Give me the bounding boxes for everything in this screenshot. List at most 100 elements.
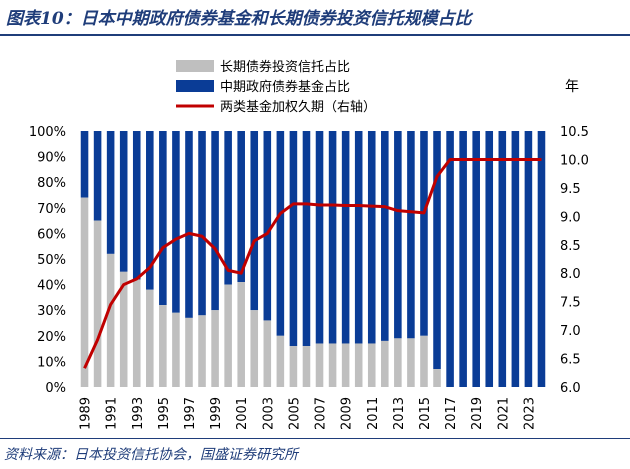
bar-mid-term-2013 xyxy=(394,131,402,339)
bar-mid-term-1989 xyxy=(80,131,89,198)
bar-mid-term-1996 xyxy=(172,131,180,313)
bar-mid-term-2018 xyxy=(459,131,467,387)
bar-long-term-1999 xyxy=(211,310,219,387)
source-divider xyxy=(0,438,630,439)
left-tick-label: 30% xyxy=(37,304,66,319)
x-tick-label: 2009 xyxy=(340,397,355,430)
bar-mid-term-2011 xyxy=(367,131,376,344)
x-axis: 1989 1991 1993 1995 1997 1999 2001 2003 2005 2007… xyxy=(79,397,538,430)
right-axis-unit: 年 xyxy=(565,79,579,95)
bar-long-term-2010 xyxy=(354,343,363,387)
chart-area: 长期债券投资信托占比 中期政府债券基金占比 两类基金加权久期（右轴） 年 0% 1… xyxy=(29,59,589,430)
right-tick-label: 7.0 xyxy=(560,324,581,339)
x-tick-label: 2007 xyxy=(314,397,329,430)
bar-mid-term-1993 xyxy=(132,131,141,280)
bar-mid-term-2005 xyxy=(289,131,298,347)
bar-long-term-1991 xyxy=(106,253,115,387)
bar-mid-term-2000 xyxy=(224,131,232,285)
right-tick-label: 10.0 xyxy=(560,153,589,168)
bar-long-term-2005 xyxy=(289,346,298,387)
x-tick-label: 1991 xyxy=(105,397,120,430)
bar-long-term-2002 xyxy=(250,310,259,387)
bar-long-term-2004 xyxy=(276,335,285,387)
source-note: 资料来源：日本投资信托协会，国盛证券研究所 xyxy=(4,447,298,463)
x-tick-label: 2017 xyxy=(444,397,459,430)
bar-long-term-1994 xyxy=(146,289,154,387)
bar-long-term-1993 xyxy=(132,279,141,387)
bar-long-term-2016 xyxy=(433,369,441,387)
bar-long-term-2006 xyxy=(302,346,311,387)
bar-mid-term-1992 xyxy=(119,131,128,272)
bar-long-term-2012 xyxy=(381,340,389,387)
bar-mid-term-2015 xyxy=(420,131,428,336)
left-tick-label: 20% xyxy=(37,330,66,345)
right-tick-label: 6.0 xyxy=(560,381,581,396)
bar-mid-term-1997 xyxy=(185,131,193,318)
bar-mid-term-2024 xyxy=(537,131,546,387)
bar-long-term-1997 xyxy=(185,317,193,387)
right-axis: 6.0 6.5 7.0 7.5 8.0 8.5 9.0 9.5 10.0 10.5 xyxy=(560,125,589,396)
bar-mid-term-2020 xyxy=(485,131,494,387)
bar-mid-term-1995 xyxy=(159,131,167,306)
x-tick-label: 2011 xyxy=(366,397,381,430)
bar-long-term-2009 xyxy=(341,343,350,387)
duration-line xyxy=(83,157,542,369)
legend-label-mid-term: 中期政府债券基金占比 xyxy=(220,79,350,95)
bar-mid-term-1999 xyxy=(211,131,219,311)
left-tick-label: 90% xyxy=(37,151,66,166)
bar-long-term-2014 xyxy=(407,338,415,387)
left-tick-label: 60% xyxy=(37,227,66,242)
bar-mid-term-2012 xyxy=(381,131,389,341)
bar-mid-term-1990 xyxy=(93,131,102,221)
x-tick-label: 2019 xyxy=(470,397,485,430)
bar-mid-term-1991 xyxy=(106,131,115,254)
bar-mid-term-2004 xyxy=(276,131,285,336)
bar-mid-term-2008 xyxy=(328,131,337,344)
left-tick-label: 80% xyxy=(37,176,66,191)
bar-long-term-2003 xyxy=(263,320,272,387)
bar-long-term-2008 xyxy=(328,343,337,387)
left-tick-label: 10% xyxy=(37,355,66,370)
bar-mid-term-2023 xyxy=(524,131,533,387)
bar-mid-term-2016 xyxy=(433,131,441,370)
bar-mid-term-2001 xyxy=(237,131,245,283)
x-tick-label: 2013 xyxy=(392,397,407,430)
right-tick-label: 9.0 xyxy=(560,210,581,225)
right-tick-label: 10.5 xyxy=(560,125,589,140)
bar-long-term-2007 xyxy=(315,343,324,387)
left-tick-label: 0% xyxy=(45,381,66,396)
right-tick-label: 8.0 xyxy=(560,267,581,282)
duration-line-group xyxy=(83,157,542,369)
legend: 长期债券投资信托占比 中期政府债券基金占比 两类基金加权久期（右轴） xyxy=(176,59,376,115)
bar-long-term-1989 xyxy=(80,197,89,387)
x-tick-label: 2021 xyxy=(496,397,511,430)
bar-long-term-1992 xyxy=(119,271,128,387)
x-tick-label: 1995 xyxy=(157,397,172,430)
left-tick-label: 50% xyxy=(37,253,66,268)
x-tick-label: 2015 xyxy=(418,397,433,430)
x-tick-label: 2023 xyxy=(522,397,537,430)
right-tick-label: 6.5 xyxy=(560,353,581,368)
right-tick-label: 9.5 xyxy=(560,182,581,197)
title-divider xyxy=(0,34,630,36)
bar-mid-term-2007 xyxy=(315,131,324,344)
bar-long-term-2011 xyxy=(367,343,376,387)
bar-mid-term-2002 xyxy=(250,131,259,311)
legend-swatch-mid-term xyxy=(176,80,214,92)
chart-title: 图表10：日本中期政府债券基金和长期债券投资信托规模占比 xyxy=(6,9,472,29)
bar-mid-term-2010 xyxy=(354,131,363,344)
x-tick-label: 1993 xyxy=(131,397,146,430)
x-tick-label: 2001 xyxy=(235,397,250,430)
x-tick-label: 2005 xyxy=(287,397,302,430)
bar-long-term-2013 xyxy=(394,338,402,387)
bars-group xyxy=(80,131,546,387)
right-tick-label: 7.5 xyxy=(560,296,581,311)
bar-mid-term-2022 xyxy=(511,131,520,387)
bar-mid-term-2014 xyxy=(407,131,415,339)
bar-long-term-2001 xyxy=(237,282,245,387)
bar-mid-term-2009 xyxy=(341,131,350,344)
bar-mid-term-1998 xyxy=(198,131,206,316)
legend-swatch-long-term xyxy=(176,60,214,72)
bar-long-term-2000 xyxy=(224,284,232,387)
bar-mid-term-2003 xyxy=(263,131,272,321)
